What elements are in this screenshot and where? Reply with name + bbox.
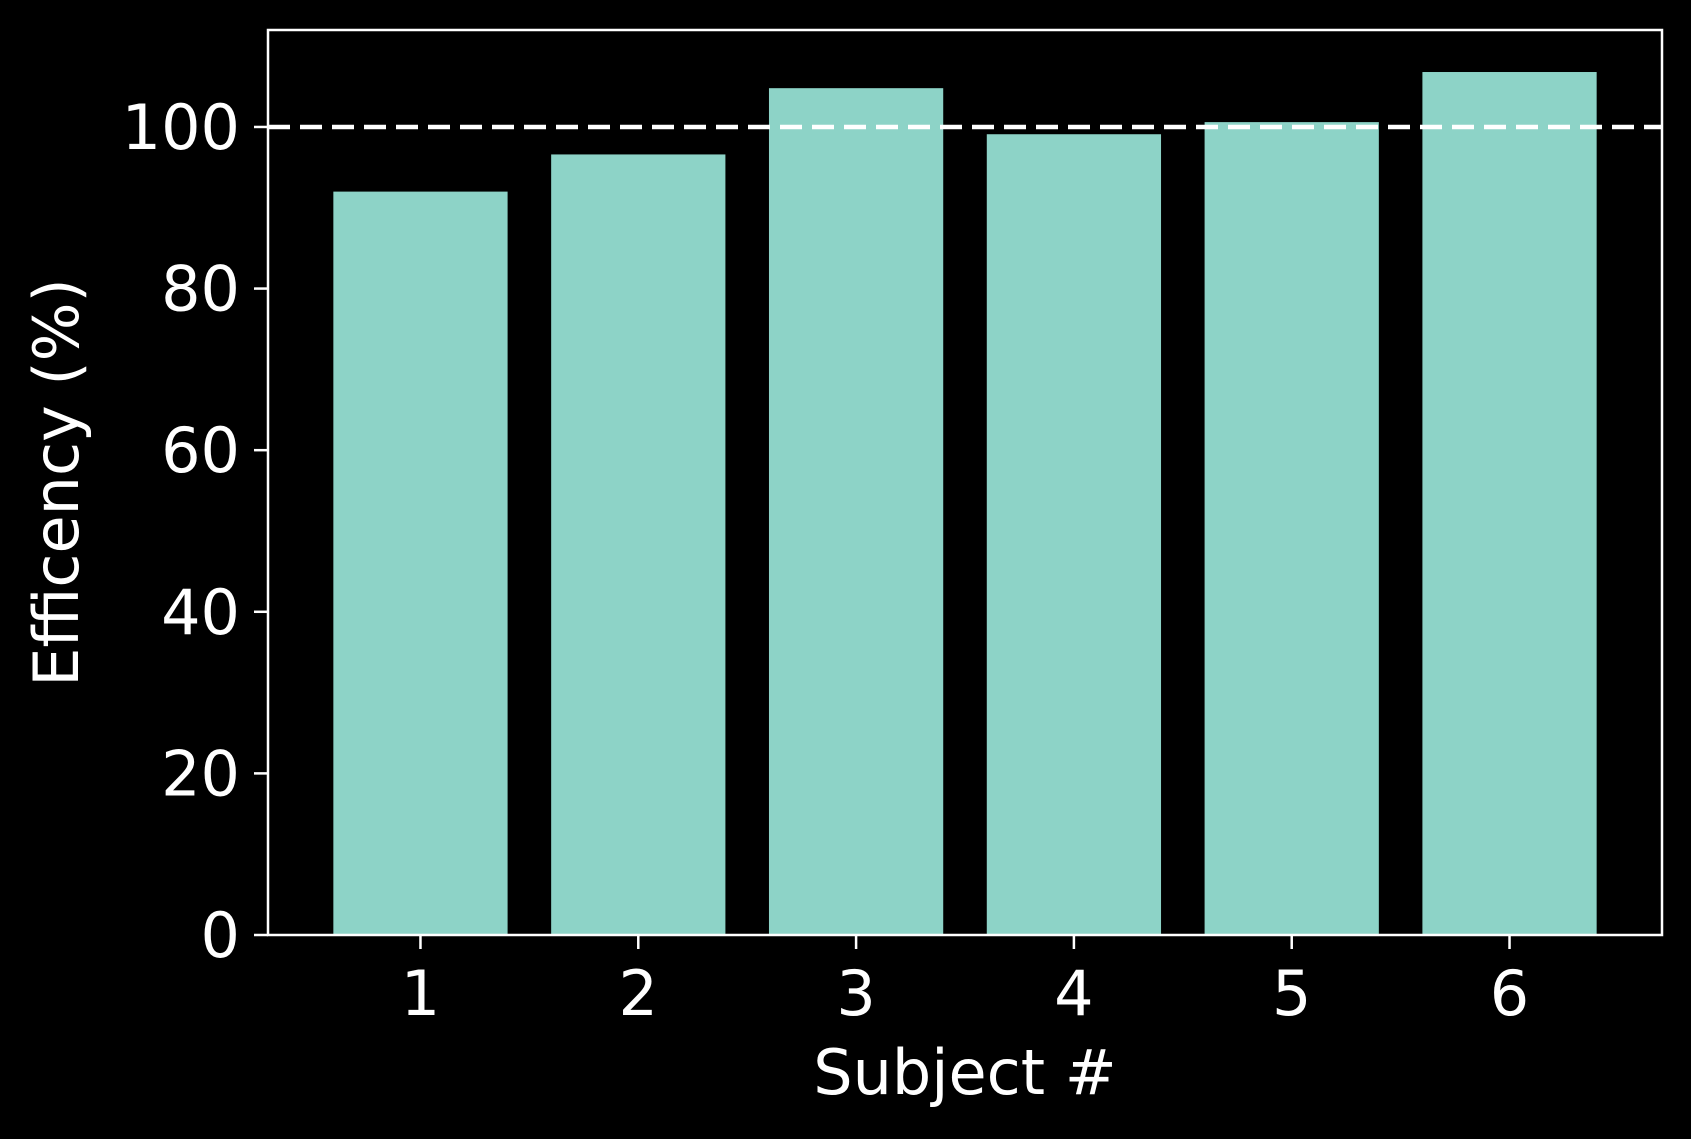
- y-axis-ticks: 0 20 40 60 80 100: [122, 91, 268, 972]
- y-tick-label: 80: [161, 253, 240, 326]
- bar-subject-3: [769, 88, 943, 935]
- x-tick-label: 3: [836, 957, 875, 1030]
- x-tick-label: 1: [401, 957, 440, 1030]
- bar-subject-2: [551, 154, 725, 935]
- bar-subject-5: [1205, 122, 1379, 935]
- x-axis-label: Subject #: [813, 1036, 1116, 1109]
- x-tick-label: 5: [1272, 957, 1311, 1030]
- y-tick-label: 40: [161, 576, 240, 649]
- y-tick-label: 100: [122, 91, 240, 164]
- y-tick-label: 20: [161, 737, 240, 810]
- y-tick-label: 60: [161, 414, 240, 487]
- bar-subject-4: [987, 134, 1161, 935]
- y-axis-label: Efficency (%): [20, 278, 93, 686]
- bars-group: [333, 72, 1596, 935]
- y-tick-label: 0: [201, 899, 240, 972]
- x-tick-label: 4: [1054, 957, 1093, 1030]
- bar-subject-6: [1422, 72, 1596, 935]
- x-tick-label: 6: [1490, 957, 1529, 1030]
- x-tick-label: 2: [619, 957, 658, 1030]
- x-axis-ticks: 1 2 3 4 5 6: [401, 935, 1530, 1030]
- bar-subject-1: [333, 192, 507, 935]
